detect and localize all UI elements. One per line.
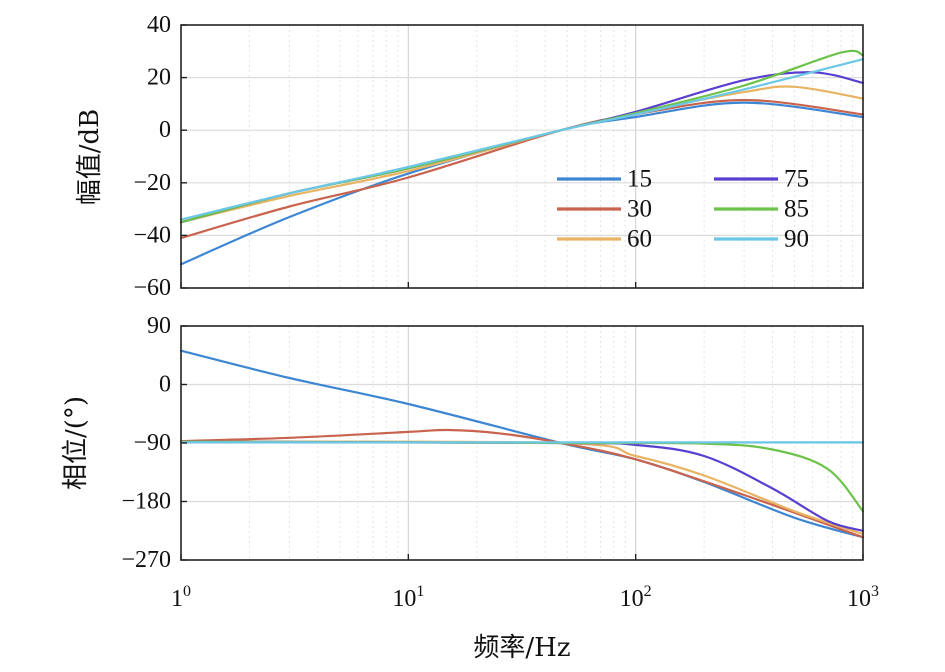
magnitude-grid (181, 25, 863, 288)
phase-panel: 90 0 −90 −180 −270 10 101 102 103 相位/(°) 频率/Hz (61, 313, 879, 663)
legend-item-30: 30 (557, 196, 652, 223)
legend-label: 90 (784, 226, 809, 253)
y-tick-label: −40 (133, 222, 171, 248)
legend-item-15: 15 (557, 166, 652, 193)
y-tick-label: −60 (133, 275, 171, 301)
x-tick-label: 102 (620, 583, 652, 612)
legend-item-90: 90 (714, 226, 809, 253)
legend-label: 30 (627, 196, 652, 223)
magnitude-curves (179, 49, 865, 266)
phase-y-axis-label: 相位/(°) (61, 396, 91, 490)
legend-label: 85 (784, 196, 809, 223)
legend-item-85: 85 (714, 196, 809, 223)
legend-label: 75 (784, 166, 809, 193)
magnitude-y-axis-label: 幅值/dB (75, 109, 105, 206)
magnitude-plot-area (181, 25, 863, 288)
phase-x-ticks: 10 101 102 103 (171, 554, 879, 612)
series-line-90 (179, 58, 865, 221)
y-tick-label: −20 (133, 170, 171, 196)
phase-y-ticks: 90 0 −90 −180 −270 (121, 313, 187, 573)
phase-curves (179, 349, 865, 539)
x-tick-label: 10 (171, 583, 191, 612)
legend-label: 60 (627, 226, 652, 253)
y-tick-label: −180 (121, 489, 171, 515)
legend-item-60: 60 (557, 226, 652, 253)
y-tick-label: 90 (147, 313, 171, 339)
y-tick-label: −270 (121, 547, 171, 573)
legend-item-75: 75 (714, 166, 809, 193)
y-tick-label: 20 (147, 65, 171, 91)
magnitude-y-ticks: 40 20 0 −20 −40 −60 (133, 12, 187, 301)
y-tick-label: 0 (159, 372, 171, 398)
legend-label: 15 (627, 166, 652, 193)
y-tick-label: 0 (159, 117, 171, 143)
x-axis-label: 频率/Hz (473, 633, 570, 663)
x-tick-label: 101 (392, 583, 424, 612)
y-tick-label: 40 (147, 12, 171, 38)
series-line-30 (179, 428, 865, 539)
magnitude-frame (180, 24, 864, 289)
x-tick-label: 103 (847, 583, 879, 612)
y-tick-label: −90 (133, 430, 171, 456)
magnitude-panel: 40 20 0 −20 −40 −60 幅值/dB 15 30 60 75 85 90 (75, 12, 865, 301)
magnitude-x-ticks (180, 282, 864, 288)
legend: 15 30 60 75 85 90 (557, 166, 809, 253)
